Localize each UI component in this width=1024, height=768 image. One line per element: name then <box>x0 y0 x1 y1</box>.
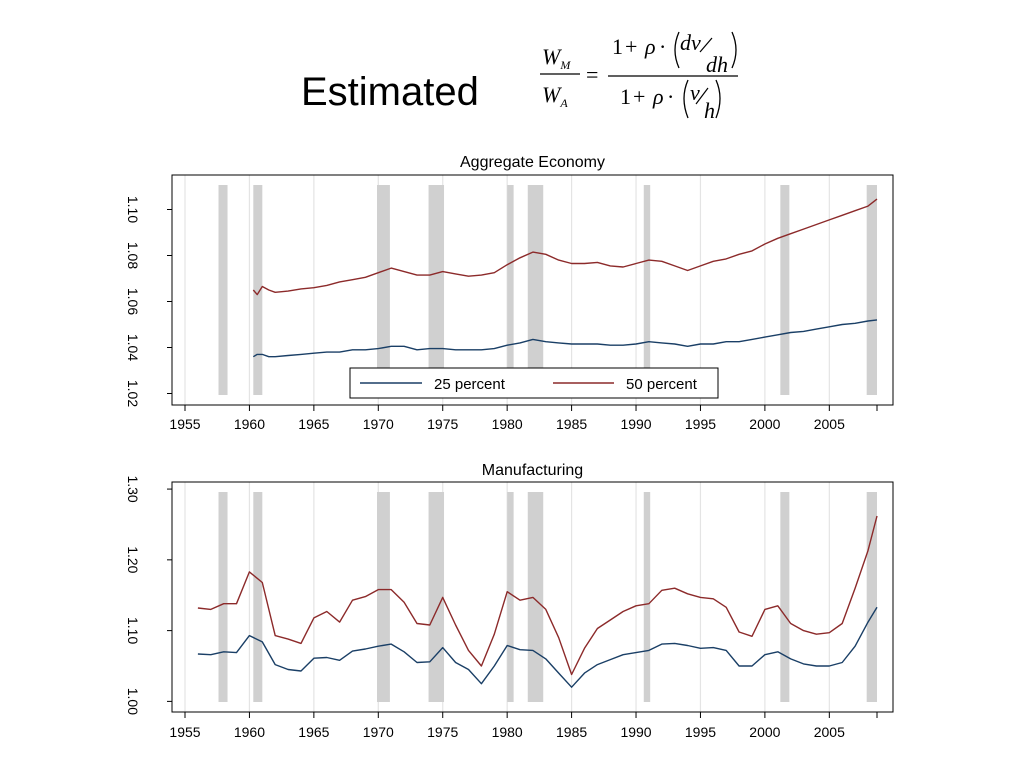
x-tick-label: 1980 <box>492 724 523 740</box>
formula-den-rho: ρ <box>652 84 664 109</box>
formula-lhs-numerator: WM <box>542 44 571 72</box>
series-line-50-percent <box>197 515 878 676</box>
series-line-25-percent <box>252 319 878 358</box>
formula-den-dot: · <box>667 84 674 109</box>
x-tick-label: 1955 <box>169 724 200 740</box>
recession-band <box>527 185 544 395</box>
legend: 25 percent 50 percent <box>349 367 719 399</box>
series-line-25-percent <box>197 606 878 688</box>
x-tick-label: 1985 <box>556 724 587 740</box>
recession-band <box>780 492 790 702</box>
y-tick-label: 1.08 <box>125 242 141 269</box>
recession-band <box>643 492 651 702</box>
x-tick-label: 1980 <box>492 416 523 432</box>
y-tick-label: 1.20 <box>125 546 141 573</box>
recession-band <box>253 492 263 702</box>
recession-band <box>218 185 228 395</box>
x-tick-label: 1965 <box>298 724 329 740</box>
formula-den-h: h <box>704 98 715 122</box>
recession-band <box>377 185 390 395</box>
formula-den-left-paren <box>683 79 689 119</box>
x-tick-label: 1960 <box>234 416 265 432</box>
recession-band <box>866 185 877 395</box>
formula-lhs-denominator: WA <box>542 82 568 110</box>
x-tick-label: 1975 <box>427 724 458 740</box>
formula-num-dv: dv <box>680 30 701 55</box>
y-tick-label: 1.10 <box>125 196 141 223</box>
formula-num-one: 1 <box>612 34 623 59</box>
x-tick-label: 2005 <box>814 724 845 740</box>
recession-band <box>428 185 445 395</box>
x-tick-label: 1995 <box>685 724 716 740</box>
x-tick-label: 1990 <box>620 724 651 740</box>
y-tick-label: 1.04 <box>125 334 141 361</box>
plot-frame <box>171 481 894 713</box>
legend-label: 50 percent <box>626 376 698 393</box>
formula-num-left-paren <box>674 31 680 69</box>
aggregate-economy-chart: Aggregate Economy 1.02 1.04 1.06 1.08 1.10 195… <box>125 154 894 432</box>
formula-num-slash <box>699 37 713 53</box>
legend-label: 25 percent <box>434 376 506 393</box>
recession-band <box>218 492 228 702</box>
formula-num-rho: ρ <box>644 34 656 59</box>
y-tick-label: 1.10 <box>125 617 141 644</box>
x-tick-label: 1955 <box>169 416 200 432</box>
series-line-50-percent <box>252 198 878 296</box>
formula-den-plus: + <box>633 84 645 109</box>
x-tick-label: 1985 <box>556 416 587 432</box>
formula-den-slash <box>695 87 709 105</box>
x-tick-label: 2000 <box>749 416 780 432</box>
plot-frame <box>171 174 894 406</box>
y-tick-label: 1.00 <box>125 688 141 715</box>
recession-band <box>507 185 514 395</box>
formula-num-plus: + <box>625 34 637 59</box>
formula-num-right-paren <box>731 31 737 69</box>
recession-band <box>527 492 544 702</box>
x-tick-label: 1995 <box>685 416 716 432</box>
manufacturing-chart: Manufacturing 1.00 1.10 1.20 1.30 1955 1960 196… <box>125 462 894 740</box>
recession-band <box>253 185 263 395</box>
formula-den-one: 1 <box>620 84 631 109</box>
formula-num-dot: · <box>659 34 666 59</box>
formula-num-dh: dh <box>706 52 728 77</box>
recession-band <box>428 492 445 702</box>
y-tick-label: 1.02 <box>125 380 141 407</box>
page-title: Estimated <box>301 70 479 114</box>
x-tick-label: 1975 <box>427 416 458 432</box>
x-tick-label: 2000 <box>749 724 780 740</box>
chart-title: Aggregate Economy <box>460 154 605 171</box>
x-tick-label: 2005 <box>814 416 845 432</box>
chart-title: Manufacturing <box>482 462 583 479</box>
x-tick-label: 1970 <box>363 416 394 432</box>
recession-band <box>377 492 390 702</box>
x-tick-label: 1960 <box>234 724 265 740</box>
x-tick-label: 1965 <box>298 416 329 432</box>
formula-equals: = <box>586 62 598 87</box>
y-tick-label: 1.30 <box>125 475 141 502</box>
recession-band <box>866 492 877 702</box>
recession-band <box>780 185 790 395</box>
formula-den-v: v <box>690 80 700 105</box>
formula-den-right-paren <box>715 79 721 119</box>
y-tick-label: 1.06 <box>125 288 141 315</box>
x-tick-label: 1990 <box>620 416 651 432</box>
recession-band <box>507 492 514 702</box>
recession-band <box>643 185 651 395</box>
formula: WM WA = 1 + ρ · dv dh 1 + ρ · v h <box>540 30 738 122</box>
x-tick-label: 1970 <box>363 724 394 740</box>
